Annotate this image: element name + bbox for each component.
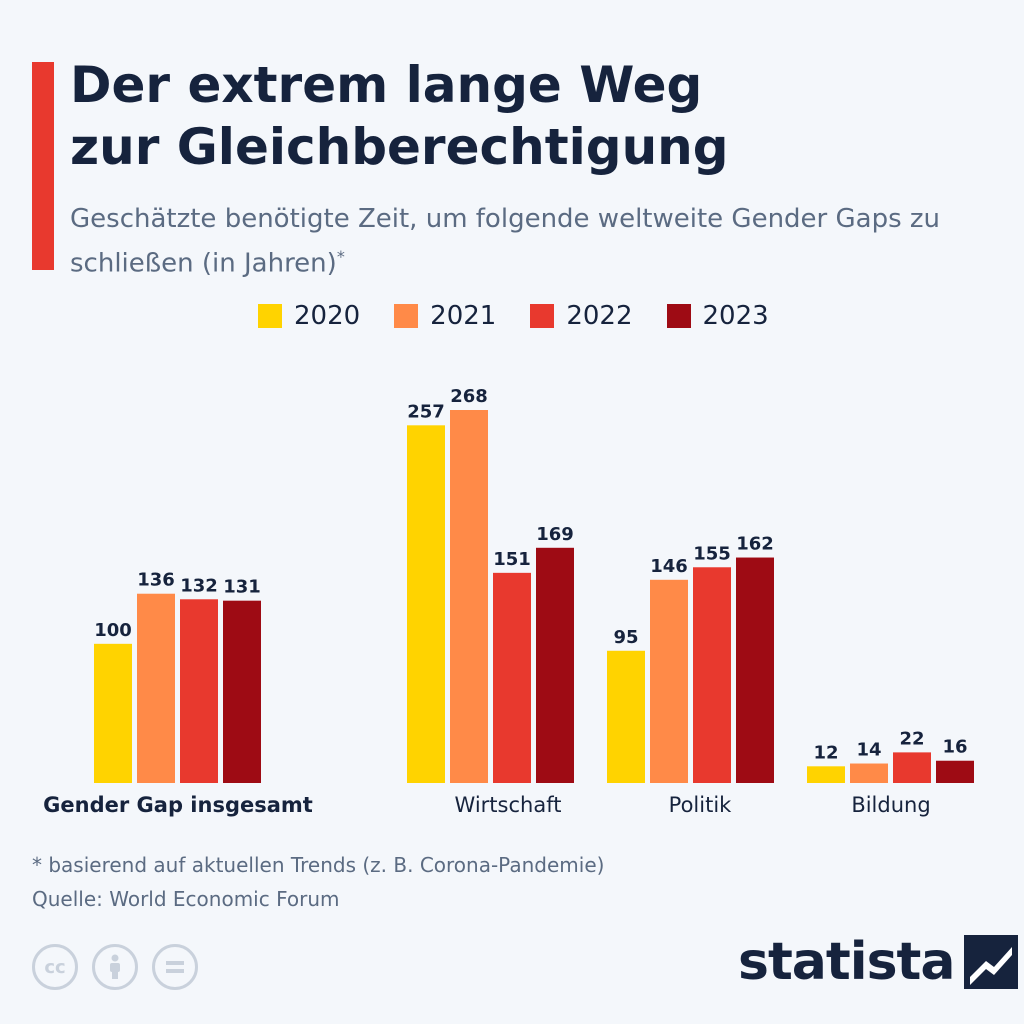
bar-3-2021 xyxy=(850,763,888,783)
data-label-3-2023: 16 xyxy=(942,737,967,758)
cc-icon[interactable]: cc xyxy=(32,944,78,990)
bar-1-2020 xyxy=(407,425,445,783)
statista-wordmark: statista xyxy=(738,932,955,992)
accent-bar xyxy=(32,62,54,270)
data-label-3-2022: 22 xyxy=(899,728,924,749)
no-derivatives-icon[interactable] xyxy=(152,944,198,990)
bar-0-2022 xyxy=(180,599,218,783)
legend-swatch-2021 xyxy=(394,304,419,328)
bar-2-2023 xyxy=(736,557,774,783)
legend-label-2020: 2020 xyxy=(294,301,361,331)
license-icons: cc xyxy=(32,944,212,990)
footnote-block: * basierend auf aktuellen Trends (z. B. … xyxy=(32,848,604,916)
bar-3-2020 xyxy=(807,766,845,783)
legend-item-2021: 2021 xyxy=(394,301,496,331)
subtitle-footnote-mark: * xyxy=(336,247,345,266)
attribution-icon[interactable] xyxy=(92,944,138,990)
data-label-2-2023: 162 xyxy=(736,534,774,555)
legend-swatch-2020 xyxy=(258,304,282,328)
legend-swatch-2022 xyxy=(530,304,555,328)
legend-label-2021: 2021 xyxy=(430,301,497,331)
footnote-source: Quelle: World Economic Forum xyxy=(32,887,340,911)
chart-title: Der extrem lange Weg zur Gleichberechtig… xyxy=(70,56,729,176)
category-label-1: Wirtschaft xyxy=(455,793,562,817)
legend-item-2020: 2020 xyxy=(258,301,360,331)
statista-logo[interactable]: statista xyxy=(738,932,1019,992)
data-label-0-2020: 100 xyxy=(94,620,132,641)
bar-2-2020 xyxy=(607,650,645,783)
legend-item-2022: 2022 xyxy=(530,301,633,331)
statista-logo-icon xyxy=(964,935,1019,989)
data-label-3-2020: 12 xyxy=(813,742,838,763)
legend-label-2023: 2023 xyxy=(702,301,769,331)
bar-1-2022 xyxy=(493,572,531,783)
footnote-note: * basierend auf aktuellen Trends (z. B. … xyxy=(32,853,605,877)
bar-0-2023 xyxy=(223,600,261,783)
bar-0-2020 xyxy=(94,643,132,783)
legend: 2020 2021 2022 2023 xyxy=(258,298,803,334)
legend-label-2022: 2022 xyxy=(566,301,633,331)
data-label-1-2021: 268 xyxy=(450,386,488,407)
data-label-3-2021: 14 xyxy=(856,740,881,761)
bar-1-2023 xyxy=(536,547,574,783)
category-label-0: Gender Gap insgesamt xyxy=(43,793,313,817)
category-label-2: Politik xyxy=(669,793,733,817)
bar-3-2022 xyxy=(893,752,931,783)
data-label-0-2023: 131 xyxy=(223,577,261,598)
legend-swatch-2023 xyxy=(666,304,691,328)
data-label-0-2021: 136 xyxy=(137,570,175,591)
chart-subtitle: Geschätzte benötigte Zeit, um folgende w… xyxy=(70,204,941,279)
bar-1-2021 xyxy=(450,410,488,783)
data-label-1-2022: 151 xyxy=(493,549,531,570)
bar-3-2023 xyxy=(936,760,974,783)
data-label-2-2021: 146 xyxy=(650,556,688,577)
data-label-2-2022: 155 xyxy=(693,543,731,564)
data-label-1-2023: 169 xyxy=(536,524,574,545)
bar-2-2022 xyxy=(693,567,731,783)
data-label-1-2020: 257 xyxy=(407,401,445,422)
bar-0-2021 xyxy=(137,593,175,783)
category-label-3: Bildung xyxy=(851,793,930,817)
data-label-2-2020: 95 xyxy=(613,627,638,648)
data-label-0-2022: 132 xyxy=(180,575,218,596)
bar-2-2021 xyxy=(650,579,688,783)
legend-item-2023: 2023 xyxy=(666,301,769,331)
